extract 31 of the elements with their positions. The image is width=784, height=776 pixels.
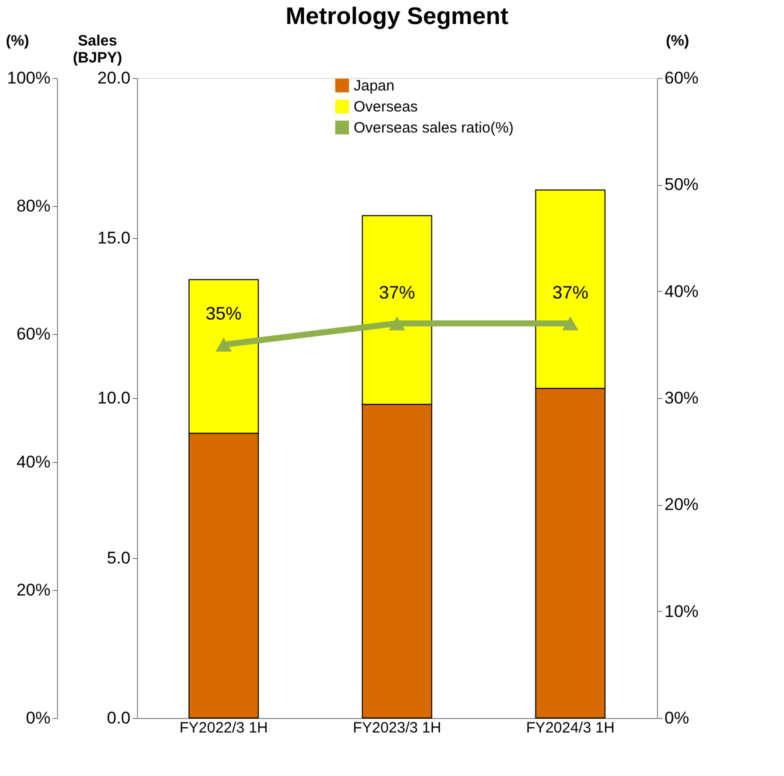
y2-tick-label: 50% xyxy=(664,175,699,194)
chart-title: Metrology Segment xyxy=(286,3,508,30)
legend-label: Japan xyxy=(354,78,394,94)
y3-axis-title: (%) xyxy=(6,32,30,50)
x-tick-label: FY2023/3 1H xyxy=(352,720,442,736)
legend-label: Overseas sales ratio(%) xyxy=(354,120,514,136)
y-tick-label: 20.0 xyxy=(97,68,130,88)
data-label: 37% xyxy=(378,282,416,302)
y3-tick-label: 100% xyxy=(7,68,50,88)
y2-tick-label: 60% xyxy=(664,68,699,88)
x-tick-label: FY2024/3 1H xyxy=(526,720,615,736)
y2-tick-label: 0% xyxy=(664,708,690,728)
y3-tick-label: 40% xyxy=(16,452,50,472)
legend-label: Overseas xyxy=(354,98,418,116)
y2-tick-label: 20% xyxy=(664,495,699,514)
y3-tick-label: 80% xyxy=(16,196,50,216)
y2-axis-title: (%) xyxy=(666,32,690,50)
y3-tick-label: 20% xyxy=(16,580,50,600)
data-label: 35% xyxy=(206,304,242,324)
data-label: 37% xyxy=(552,282,588,302)
y-tick-label: 5.0 xyxy=(106,548,130,568)
y3-tick-label: 60% xyxy=(16,324,50,344)
y2-tick-label: 40% xyxy=(664,282,699,301)
y3-tick-label: 0% xyxy=(26,708,50,728)
y-axis-title: Sales (BJPY) xyxy=(72,32,122,66)
y2-tick-label: 10% xyxy=(664,602,699,621)
y2-tick-label: 30% xyxy=(664,388,699,408)
y-tick-label: 10.0 xyxy=(97,388,130,408)
x-tick-label: FY2022/3 1H xyxy=(179,720,268,736)
y-tick-label: 15.0 xyxy=(97,228,130,248)
y-tick-label: 0.0 xyxy=(106,708,130,728)
